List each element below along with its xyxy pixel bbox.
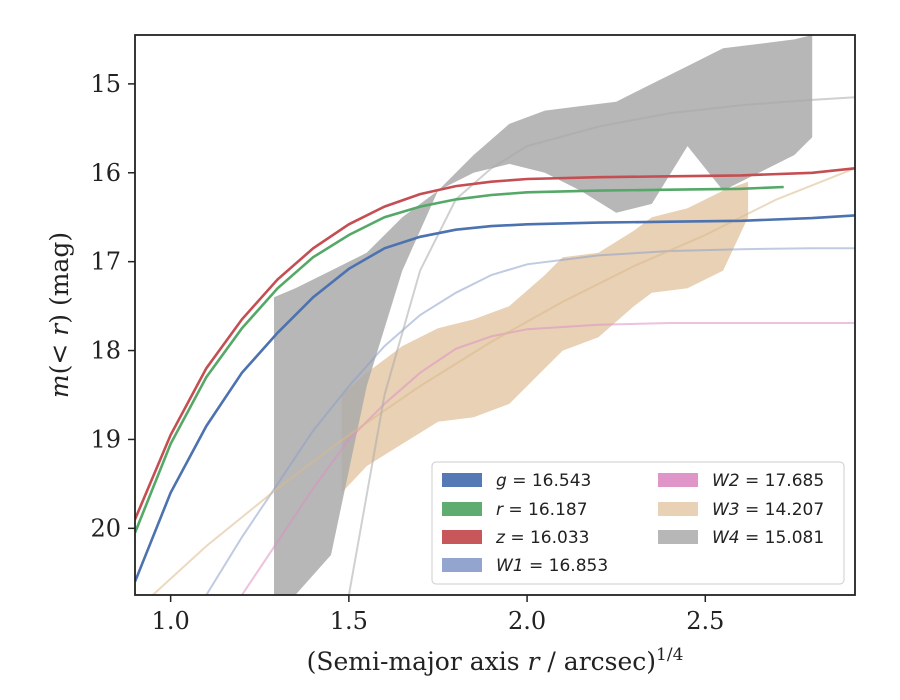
y-axis-ticks: 15 16 17 18 19 20 [90, 70, 135, 542]
model-curves-layer [152, 96, 855, 595]
x-axis-title: (Semi-major axis r / arcsec)1/4 [307, 645, 684, 676]
series-line-g [135, 214, 855, 583]
x-tick-label: 1.5 [330, 607, 368, 635]
legend-swatch-w2 [658, 473, 698, 487]
legend: g = 16.543 r = 16.187 z = 16.033 W1 = 16.85… [431, 461, 845, 585]
band-w4 [274, 35, 813, 595]
legend-swatch-z [442, 530, 482, 544]
y-axis-title: m(< r) (mag) [45, 232, 74, 398]
band-w3 [341, 181, 749, 493]
x-tick-label: 1.0 [152, 607, 190, 635]
model-curve-w1 [205, 247, 855, 595]
model-curve-w3 [152, 167, 855, 595]
x-axis-ticks: 1.0 1.5 2.0 2.5 [152, 595, 724, 635]
legend-swatch-w3 [658, 502, 698, 516]
legend-swatch-w4 [658, 530, 698, 544]
y-tick-label: 20 [90, 514, 121, 542]
series-line-r [135, 185, 784, 534]
y-tick-label: 15 [90, 70, 121, 98]
legend-label-w1: W1 = 16.853 [496, 556, 608, 576]
legend-label-r: r = 16.187 [496, 500, 588, 520]
legend-box [431, 461, 845, 585]
y-tick-label: 18 [90, 337, 121, 365]
bands-layer [274, 35, 813, 595]
legend-label-w4: W4 = 15.081 [712, 528, 824, 548]
y-tick-label: 19 [90, 425, 121, 453]
model-curve-w4 [347, 96, 855, 595]
plot-frame [134, 34, 856, 596]
legend-label-w2: W2 = 17.685 [712, 471, 824, 491]
y-tick-label: 17 [90, 248, 121, 276]
legend-swatch-g [442, 473, 482, 487]
series-line-z [135, 167, 855, 520]
series-layer [135, 167, 855, 583]
legend-swatch-w1 [442, 558, 482, 572]
legend-swatch-r [442, 502, 482, 516]
legend-label-w3: W3 = 14.207 [712, 500, 824, 520]
legend-label-g: g = 16.543 [496, 471, 591, 491]
legend-label-z: z = 16.033 [495, 528, 589, 548]
y-tick-label: 16 [90, 159, 121, 187]
model-curve-w2 [241, 322, 855, 595]
x-tick-label: 2.0 [508, 607, 546, 635]
x-tick-label: 2.5 [686, 607, 724, 635]
